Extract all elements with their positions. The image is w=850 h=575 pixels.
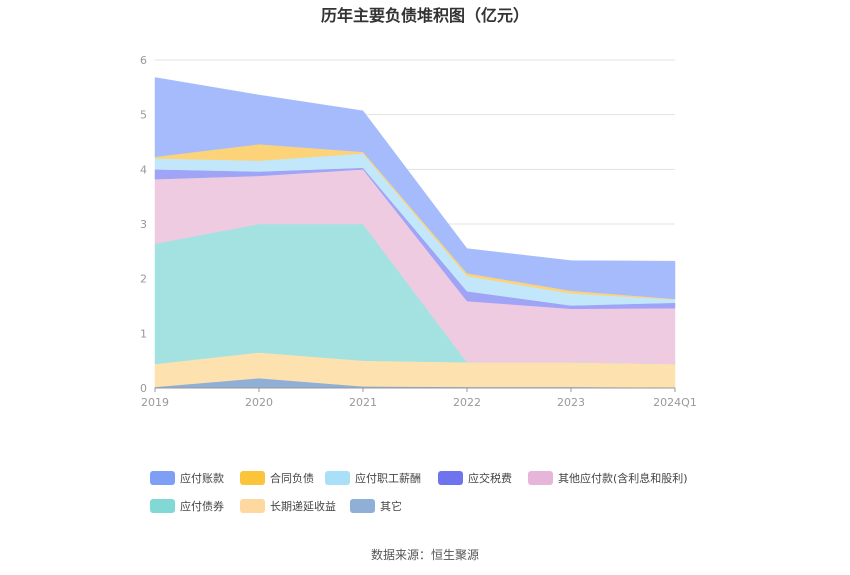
- legend-item[interactable]: 其它: [350, 498, 402, 514]
- legend-label: 其它: [380, 500, 402, 513]
- y-tick-label: 4: [140, 163, 147, 176]
- chart-title: 历年主要负债堆积图（亿元）: [320, 6, 529, 25]
- x-tick-label: 2022: [453, 396, 481, 409]
- legend-label: 合同负债: [270, 472, 314, 485]
- legend-label: 应付账款: [180, 472, 224, 485]
- x-tick-label: 2021: [349, 396, 377, 409]
- legend-swatch: [240, 471, 265, 485]
- stacked-area-chart: 0 1 2 3 4 5 6 2019 2020 2021 2022 2023 2024Q1: [140, 54, 697, 409]
- x-tick-label: 2019: [141, 396, 169, 409]
- legend-label: 应付债券: [180, 500, 224, 513]
- y-tick-label: 6: [140, 54, 147, 67]
- legend-swatch: [438, 471, 463, 485]
- y-tick-label: 2: [140, 273, 147, 286]
- area-series: [154, 77, 676, 389]
- area-应付账款: [154, 77, 676, 300]
- x-tick-label: 2020: [245, 396, 273, 409]
- legend-label: 其他应付款(含利息和股利): [558, 472, 688, 485]
- x-tick-label: 2023: [557, 396, 585, 409]
- legend-item[interactable]: 应付账款: [150, 470, 224, 486]
- legend-label: 长期递延收益: [270, 500, 336, 513]
- x-axis: 2019 2020 2021 2022 2023 2024Q1: [141, 387, 697, 409]
- data-source: 数据来源：恒生聚源: [370, 548, 479, 562]
- legend-item[interactable]: 合同负债: [240, 470, 314, 486]
- legend-swatch: [528, 471, 553, 485]
- legend-swatch: [240, 499, 265, 513]
- y-tick-label: 0: [140, 382, 147, 395]
- legend-item[interactable]: 应付债券: [150, 498, 224, 514]
- legend-item[interactable]: 应交税费: [438, 470, 512, 486]
- y-tick-label: 3: [140, 218, 147, 231]
- legend-item[interactable]: 长期递延收益: [240, 498, 336, 514]
- legend-swatch: [150, 471, 175, 485]
- x-tick-label: 2024Q1: [653, 396, 697, 409]
- legend-swatch: [325, 471, 350, 485]
- legend-swatch: [350, 499, 375, 513]
- y-tick-label: 5: [140, 109, 147, 122]
- legend-label: 应付职工薪酬: [355, 472, 421, 485]
- legend-swatch: [150, 499, 175, 513]
- legend-item[interactable]: 应付职工薪酬: [325, 470, 421, 486]
- legend-item[interactable]: 其他应付款(含利息和股利): [528, 470, 688, 486]
- y-tick-label: 1: [140, 327, 147, 340]
- y-axis-ticks: 0 1 2 3 4 5 6: [140, 54, 147, 395]
- legend-label: 应交税费: [468, 472, 512, 485]
